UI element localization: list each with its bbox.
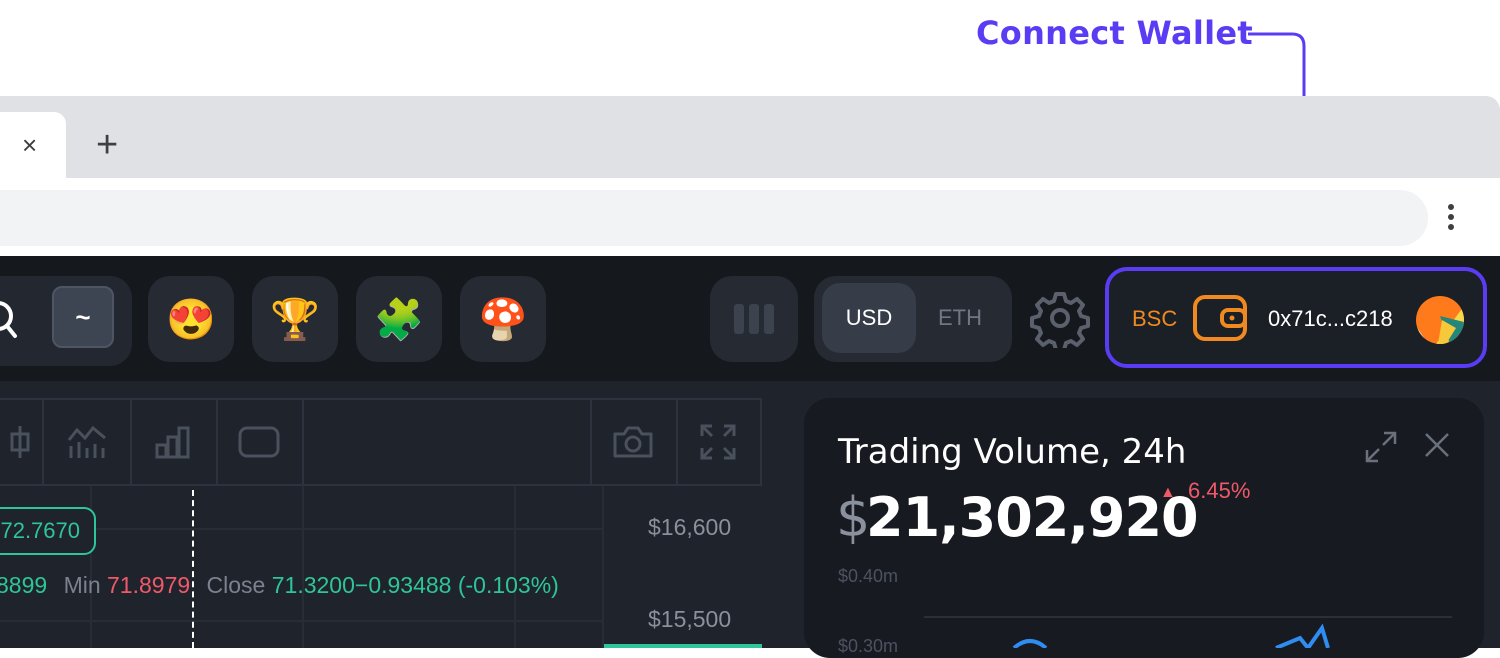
currency-option-eth[interactable]: ETH: [938, 305, 982, 330]
address-bar[interactable]: [0, 190, 1428, 246]
trend-up-icon: ▲: [1160, 484, 1176, 501]
close-tab-icon[interactable]: ×: [22, 130, 38, 160]
emoji-button-puzzle[interactable]: 🧩: [356, 276, 442, 362]
screenshot-tool[interactable]: [590, 398, 678, 486]
emoji-button-mushroom[interactable]: 🍄: [460, 276, 546, 362]
bar-chart-tool[interactable]: [130, 398, 218, 486]
grid-line: [302, 486, 304, 648]
network-label: BSC: [1132, 306, 1178, 331]
y-axis-label: $16,600: [648, 514, 732, 540]
puzzle-piece-icon: 🧩: [374, 297, 424, 342]
volume-bar: [604, 644, 762, 648]
new-tab-icon[interactable]: +: [96, 124, 119, 166]
wallet-address: 0x71c...c218: [1268, 306, 1393, 331]
min-label: Min: [63, 572, 101, 598]
volume-sparkline: [1012, 623, 1330, 648]
y-axis-label: $15,500: [648, 606, 732, 632]
layout-columns-button[interactable]: [710, 276, 798, 362]
volume-axis-label: $0.30m: [838, 636, 899, 656]
grid-line: [90, 486, 92, 648]
high-value: 8899: [0, 572, 48, 598]
volume-amount: 21,302,920: [866, 486, 1199, 549]
rectangle-icon: [238, 426, 280, 458]
columns-icon: [734, 304, 744, 334]
expand-icon[interactable]: [1364, 430, 1398, 464]
candlestick-tool[interactable]: [0, 398, 44, 486]
bar-chart-icon: [155, 426, 190, 459]
fullscreen-tool[interactable]: [676, 398, 762, 486]
close-label: Close: [206, 572, 266, 598]
close-value: 71.3200−0.93488 (-0.103%): [271, 572, 559, 598]
grid-line: [514, 486, 516, 648]
browser-tab-active[interactable]: [0, 112, 66, 182]
currency-option-usd[interactable]: USD: [822, 283, 916, 353]
connect-wallet-annotation: Connect Wallet: [976, 14, 1254, 52]
toolbar-spacer: [302, 398, 592, 486]
trophy-icon: 🏆: [270, 297, 320, 342]
settings-gear-icon[interactable]: [1030, 288, 1090, 348]
volume-axis-label: $0.40m: [838, 566, 899, 586]
command-toggle-button[interactable]: ~: [52, 286, 114, 348]
currency-symbol: $: [836, 486, 871, 549]
volume-grid-line: [924, 616, 1452, 618]
volume-change: 6.45%: [1188, 478, 1251, 503]
line-chart-icon: [67, 425, 106, 458]
grid-line: [0, 528, 602, 530]
avatar[interactable]: [1416, 296, 1464, 344]
browser-menu-icon[interactable]: [1448, 204, 1454, 234]
min-value: 71.8979: [107, 572, 191, 598]
search-icon[interactable]: [0, 296, 24, 340]
emoji-button-heart-eyes[interactable]: 😍: [148, 276, 234, 362]
fullscreen-icon: [700, 424, 736, 460]
camera-icon: [613, 426, 653, 458]
connect-wallet-button[interactable]: [1105, 267, 1487, 368]
grid-line: [602, 486, 604, 648]
mushroom-icon: 🍄: [478, 297, 528, 342]
emoji-button-trophy[interactable]: 🏆: [252, 276, 338, 362]
crosshair-line: [192, 490, 194, 648]
trading-volume-card: [804, 398, 1484, 658]
close-icon[interactable]: [1422, 430, 1452, 460]
wallet-icon: [1193, 295, 1247, 341]
current-price-tag: 72.7670: [0, 507, 96, 555]
card-title: Trading Volume, 24h: [838, 432, 1187, 472]
grid-line: [0, 620, 602, 622]
heart-eyes-icon: 😍: [166, 297, 216, 342]
line-chart-tool[interactable]: [44, 398, 132, 486]
ohlc-readout: 8899 Min 71.8979 Close 71.3200−0.93488 (…: [0, 572, 559, 599]
candlestick-icon: [10, 426, 30, 458]
area-tool[interactable]: [216, 398, 304, 486]
